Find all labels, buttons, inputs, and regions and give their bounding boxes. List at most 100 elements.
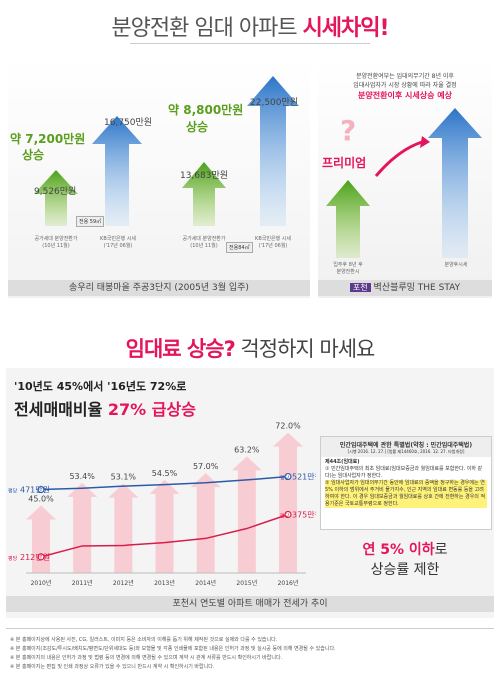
ratio-label: 53.1%: [111, 473, 137, 482]
series-name: 평당: [280, 513, 290, 520]
law-item-1: ① 민간임대주택의 최초 임대료(임대보증금과 월임대료를 포함한다. 이하 같…: [325, 466, 483, 479]
series-start-label: 471만원: [20, 486, 50, 495]
limit-value: 연 5% 이하: [362, 542, 435, 558]
series-line: [40, 513, 289, 558]
limit-callout: 연 5% 이하로 상승률 제한: [320, 540, 490, 580]
ratio-arrow: [67, 482, 98, 573]
ratio-label: 57.0%: [193, 462, 219, 471]
caption-before-1: 공가세대 분양전환가 (10년 11월): [34, 236, 78, 249]
project-name: 벽산블루밍 THE STAY: [373, 283, 461, 293]
headline-pink: 27% 급상승: [107, 400, 196, 419]
law-subtitle: [시행 2016. 12. 27.] [법률 제14460호, 2016. 12…: [321, 449, 491, 457]
x-tick-label: 2012년: [113, 579, 134, 587]
series-line: [40, 475, 289, 491]
series-end-label: 375만원: [292, 511, 316, 520]
law-article: 제44조(임대료): [325, 459, 360, 465]
description-line-1: 분양전환여부는 임대의무기간 8년 이후: [356, 73, 454, 80]
caption-after-8-years: 입주후 8년 후 분양전환시: [333, 262, 363, 275]
rise-amount-2: 약 8,800만원: [168, 103, 244, 117]
area-tag-2: 전용84㎡: [226, 242, 253, 253]
series-end-label: 521만원: [292, 473, 316, 482]
x-tick-label: 2015년: [236, 579, 257, 587]
after-value-1: 16,750만원: [104, 118, 153, 128]
ratio-arrow: [149, 479, 180, 573]
ratio-arrow: [231, 456, 262, 573]
section-title-highlight: 임대료 상승?: [125, 337, 236, 361]
price-comparison-panel: 약 7,200만원 상승 9,526만원 16,750만원 전용 59㎡ 공가세…: [8, 58, 310, 298]
caption-after-1: KB국민은행 시세 ('17년 06월): [100, 236, 136, 249]
green-arrow-1: [34, 170, 78, 226]
section-title: 임대료 상승? 걱정하지 마세요: [0, 333, 500, 363]
x-tick-label: 2010년: [31, 579, 52, 587]
premium-curve-arrow: [374, 140, 423, 177]
green-arrow-3: [326, 180, 370, 258]
disclaimer-notes: ※ 본 홍페이지상에 사용된 사진, CG, 일러스트, 이미지 등은 소비자의…: [10, 636, 492, 672]
ratio-label: 53.4%: [69, 472, 95, 481]
title-divider: [130, 43, 370, 44]
headline-black: 전세매매비율: [14, 400, 108, 419]
law-item-2: ② 임대사업자가 임대의무기간 동안에 임대료의 증액을 청구하는 경우에는 연…: [325, 480, 487, 508]
law-box: 민간임대주택에 관한 특별법(약칭 : 민간임대주택법) [시행 2016. 1…: [320, 436, 492, 530]
series-point: [284, 510, 292, 519]
question-mark: ?: [340, 114, 357, 147]
limit-text: 상승률 제한: [370, 562, 440, 578]
note-2: ※ 본 홍페이지(조감도/투시도/배치도/평면도/단위세대도 등)와 모형물 및…: [10, 646, 336, 652]
series-name: 평당: [8, 488, 18, 495]
caption-before-2: 공가세대 분양전환가 (10년 11월): [182, 236, 226, 249]
description-line-2: 임대사업자가 시장 상황에 따라 자율 결정: [353, 82, 457, 89]
blue-arrow-3: [428, 108, 482, 258]
green-arrow-2: [182, 162, 226, 226]
rise-word-2: 상승: [186, 120, 209, 134]
location-badge: 포천: [349, 283, 371, 292]
ratio-subtitle: '10년도 45%에서 '16년도 72%로: [14, 380, 187, 393]
chart-caption: 포천시 연도별 아파트 매매가 전세가 추이: [6, 596, 494, 612]
rise-amount-1: 약 7,200만원: [10, 132, 86, 146]
arrows-graphic: [34, 76, 299, 226]
section-title-rest: 걱정하지 마세요: [234, 337, 375, 361]
premium-panel: 분양전환여부는 임대의무기간 8년 이후 임대사업자가 시장 상황에 따라 자율…: [318, 58, 492, 298]
series-point: [37, 553, 45, 561]
before-value-1: 9,526만원: [34, 187, 77, 197]
complex-caption: 송우리 태봉마을 주공3단지 (2005년 3월 입주): [8, 280, 310, 296]
x-tick-label: 2014년: [195, 579, 216, 587]
premium-label: 프리미엄: [322, 156, 367, 170]
blue-arrow-2: [247, 76, 299, 226]
caption-after-2: KB국민은행 시세 ('17년 06월): [255, 236, 291, 249]
area-tag-1: 전용 59㎡: [76, 216, 105, 227]
ratio-label: 54.5%: [152, 469, 178, 478]
series-name: 평당: [8, 555, 18, 562]
stay-caption: 포천 벽산블루밍 THE STAY: [318, 280, 492, 296]
series-name: 평당: [280, 475, 290, 482]
price-trend-chart: 45.0% 2010년 53.4% 2011년 53.1% 2012년 54.5% 2013년…: [8, 422, 316, 587]
page-title: 분양전환 임대 아파트 시세차익!: [0, 10, 500, 42]
caption-market-price: 분양후시세: [444, 262, 468, 268]
note-3: ※ 본 홍페이지의 내용은 인허가 과정 및 법령 등의 변경에 의해 변경될 …: [10, 655, 283, 661]
series-point: [37, 485, 45, 494]
ratio-label: 72.0%: [275, 422, 301, 431]
ratio-arrow: [26, 505, 56, 573]
after-value-2: 22,500만원: [250, 98, 299, 108]
x-tick-label: 2013년: [154, 579, 175, 587]
series-point: [284, 472, 292, 481]
ratio-headline: 전세매매비율 27% 급상승: [14, 396, 196, 420]
limit-suffix: 로: [434, 542, 448, 558]
x-tick-label: 2011년: [72, 579, 93, 587]
title-highlight: 시세차익!: [302, 16, 390, 41]
description-highlight: 분양전환이후 시세상승 예상: [358, 91, 452, 100]
rise-label-1: 약 7,200만원: [10, 130, 110, 147]
ratio-label: 63.2%: [234, 445, 260, 454]
premium-arrows-graphic: [326, 108, 482, 258]
ratio-label: 45.0%: [28, 495, 54, 504]
note-1: ※ 본 홍페이지상에 사용된 사진, CG, 일러스트, 이미지 등은 소비자의…: [10, 637, 278, 643]
before-value-2: 13,683만원: [180, 171, 229, 181]
title-text: 분양전환 임대 아파트: [111, 16, 303, 41]
ratio-arrow: [190, 473, 221, 573]
series-start-label: 212만원: [20, 553, 50, 562]
premium-description: 분양전환여부는 임대의무기간 8년 이후 임대사업자가 시장 상황에 따라 자율…: [318, 72, 492, 101]
blue-arrow-1: [92, 116, 142, 226]
x-tick-label: 2016년: [278, 579, 299, 587]
law-title: 민간임대주택에 관한 특별법(약칭 : 민간임대주택법): [321, 437, 491, 449]
notes-divider: [6, 628, 494, 629]
note-4: ※ 본 홍페이지는 편집 및 인쇄 과정상 오류가 있을 수 있으니 반드시 계…: [10, 664, 215, 670]
ratio-arrow: [273, 432, 303, 573]
